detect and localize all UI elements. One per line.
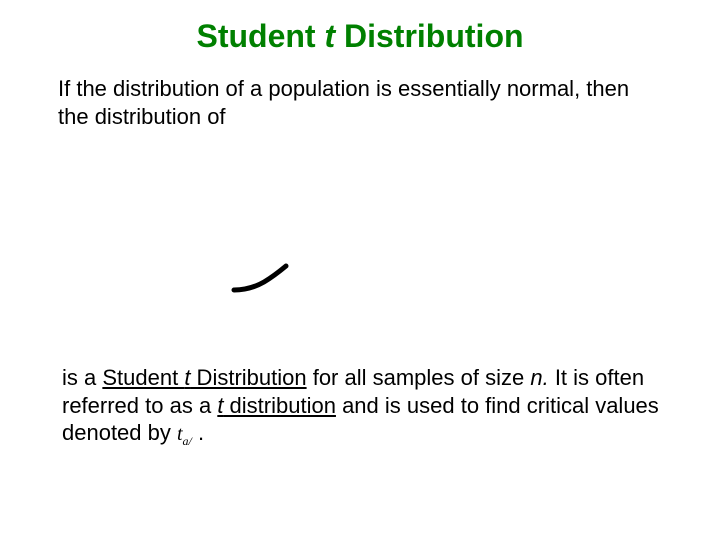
formula-graphic — [230, 260, 290, 300]
para2-seg5: . — [192, 420, 204, 445]
body-paragraph: is a Student t Distribution for all samp… — [62, 364, 670, 449]
title-post: Distribution — [335, 18, 523, 54]
t-alpha-symbol: ta/ — [177, 423, 192, 445]
title-italic: t — [324, 18, 335, 54]
para2-seg1: is a — [62, 365, 102, 390]
t-dist-underline: t distribution — [217, 393, 336, 418]
t-subscript: a/ — [183, 434, 192, 448]
para2-seg2: for all samples of size — [307, 365, 531, 390]
student-t-underline: Student t Distribution — [102, 365, 306, 390]
u-post: Distribution — [190, 365, 306, 390]
slide-title: Student t Distribution — [0, 0, 720, 75]
u2-post: distribution — [223, 393, 336, 418]
intro-paragraph: If the distribution of a population is e… — [0, 75, 720, 130]
title-pre: Student — [196, 18, 324, 54]
n-italic: n. — [530, 365, 548, 390]
u-pre: Student — [102, 365, 184, 390]
